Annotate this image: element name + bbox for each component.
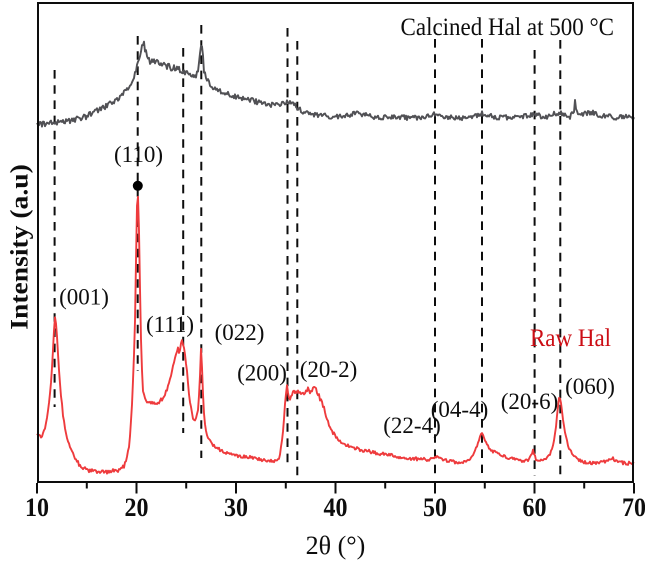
svg-text:40: 40 [324,494,348,522]
svg-text:2θ (°): 2θ (°) [306,531,366,560]
svg-text:(20-2): (20-2) [300,357,357,382]
svg-text:Calcined Hal at 500 °C: Calcined Hal at 500 °C [401,14,614,41]
svg-text:(04-4): (04-4) [431,397,488,422]
svg-text:(111): (111) [146,312,194,337]
svg-text:Intensity (a.u): Intensity (a.u) [5,164,34,329]
svg-text:70: 70 [622,494,645,522]
svg-text:30: 30 [224,494,248,522]
svg-text:(200): (200) [237,361,287,386]
svg-text:(20-6): (20-6) [501,389,558,414]
svg-text:(022): (022) [215,320,265,345]
svg-text:20: 20 [125,494,149,522]
svg-text:50: 50 [423,494,447,522]
svg-text:(110): (110) [114,142,163,167]
svg-text:(22-4): (22-4) [383,413,440,438]
svg-text:60: 60 [523,494,547,522]
svg-text:(060): (060) [565,374,615,399]
svg-text:10: 10 [25,494,49,522]
svg-text:Raw Hal: Raw Hal [530,325,611,352]
svg-text:(001): (001) [59,285,109,310]
